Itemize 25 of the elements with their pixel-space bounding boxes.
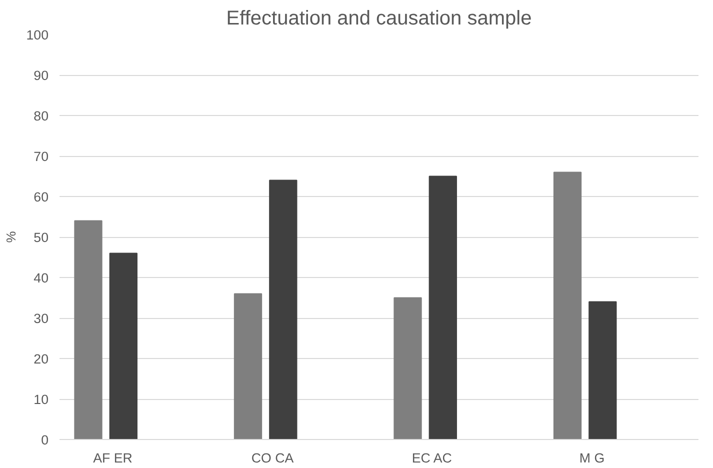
y-tick-label: 0 <box>41 432 49 448</box>
y-tick-label: 100 <box>26 28 49 42</box>
bar <box>269 180 298 440</box>
y-tick-label: 40 <box>34 270 49 286</box>
bar <box>109 252 138 440</box>
bar <box>74 220 102 440</box>
y-tick-label: 60 <box>34 190 49 204</box>
y-tick-label: 90 <box>34 68 49 83</box>
y-tick-label: 70 <box>34 149 49 164</box>
x-tick-label: M G <box>579 450 605 466</box>
bar <box>588 301 617 440</box>
y-tick-label: 30 <box>34 311 49 326</box>
y-tick-label: 10 <box>34 392 49 407</box>
chart-title: Effectuation and causation sample <box>226 8 532 30</box>
y-tick-label: 50 <box>34 230 49 245</box>
bar <box>234 293 262 440</box>
x-tick-label: AF ER <box>93 450 132 466</box>
x-tick-label: CO CA <box>251 450 294 466</box>
y-tick-label: 20 <box>34 352 49 366</box>
y-tick-label: 80 <box>34 108 49 124</box>
y-axis-title: % <box>3 230 18 243</box>
bar <box>394 297 422 440</box>
x-tick-label: EC AC <box>412 450 452 466</box>
bar <box>553 172 582 440</box>
bar <box>428 176 457 440</box>
